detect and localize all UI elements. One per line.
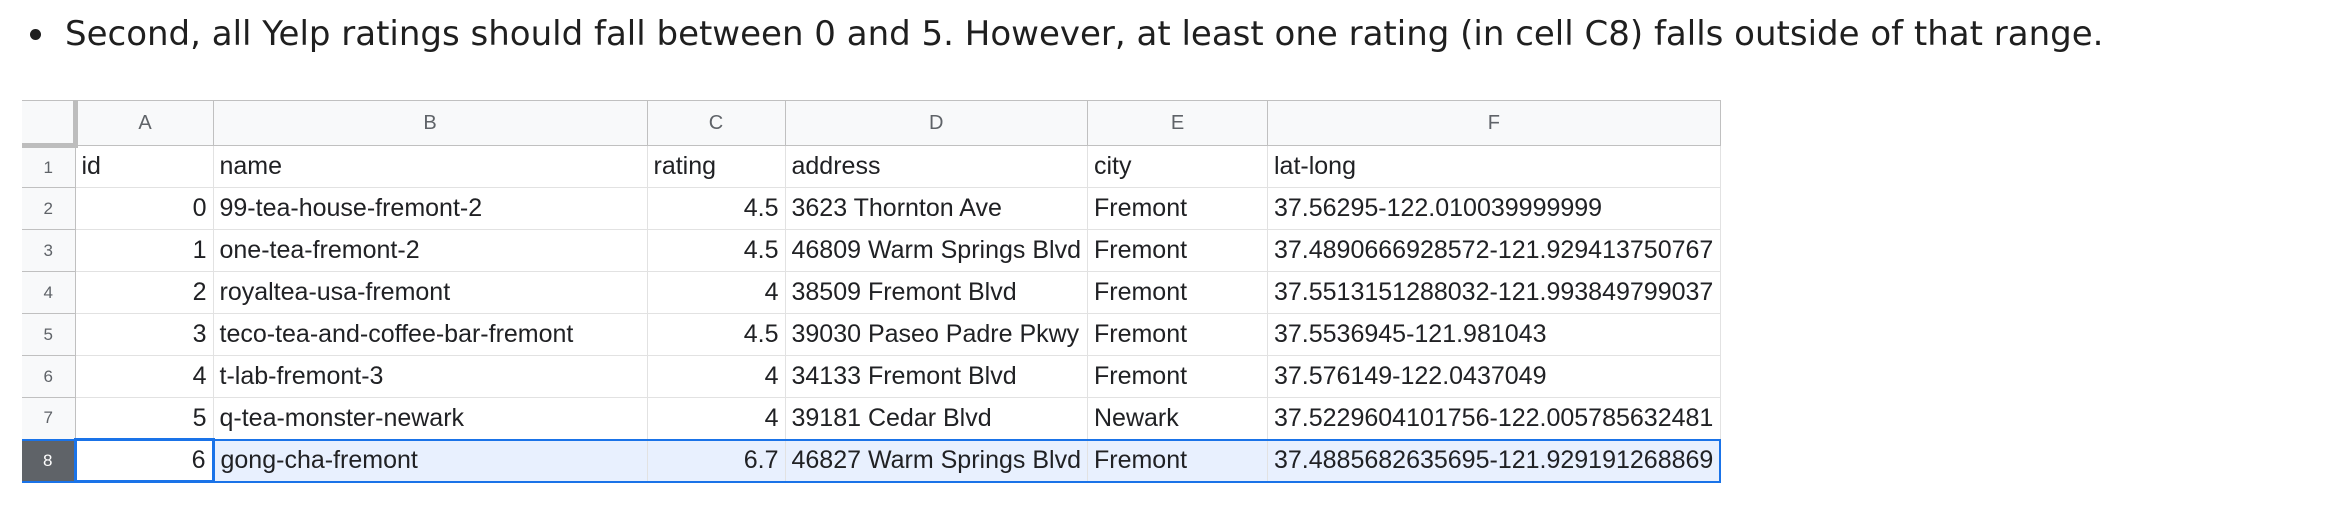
cell[interactable]: Newark <box>1087 397 1268 440</box>
column-header-d[interactable]: D <box>785 100 1088 146</box>
cell[interactable]: address <box>785 145 1088 188</box>
cell[interactable]: 5 <box>75 397 214 440</box>
cell[interactable]: 46827 Warm Springs Blvd <box>785 438 1088 483</box>
cell[interactable]: 4 <box>647 397 786 440</box>
table-row: 5 3 teco-tea-and-coffee-bar-fremont 4.5 … <box>22 313 1721 356</box>
cell[interactable]: 37.4890666928572-121.929413750767 <box>1267 229 1721 272</box>
active-cell[interactable]: 6 <box>73 438 215 483</box>
column-header-a[interactable]: A <box>75 100 214 146</box>
select-all-corner[interactable] <box>22 100 78 148</box>
cell[interactable]: 0 <box>75 187 214 230</box>
cell[interactable]: q-tea-monster-newark <box>213 397 648 440</box>
cell[interactable]: 37.5229604101756-122.005785632481 <box>1267 397 1721 440</box>
selected-table-row: 8 6 gong-cha-fremont 6.7 46827 Warm Spri… <box>22 438 1722 483</box>
cell[interactable]: 1 <box>75 229 214 272</box>
cell[interactable]: Fremont <box>1087 438 1268 483</box>
cell[interactable]: 2 <box>75 271 214 314</box>
cell[interactable]: id <box>75 145 214 188</box>
cell[interactable]: 3 <box>75 313 214 356</box>
column-header-row: A B C D E F <box>22 100 1721 148</box>
cell[interactable]: 37.5536945-121.981043 <box>1267 313 1721 356</box>
cell[interactable]: teco-tea-and-coffee-bar-fremont <box>213 313 648 356</box>
cell[interactable]: 99-tea-house-fremont-2 <box>213 187 648 230</box>
bullet-dot-icon <box>30 28 41 40</box>
cell[interactable]: 4.5 <box>647 313 786 356</box>
cell[interactable]: Fremont <box>1087 313 1268 356</box>
cell[interactable]: 4 <box>75 355 214 398</box>
column-header-b[interactable]: B <box>213 100 648 146</box>
table-row: 2 0 99-tea-house-fremont-2 4.5 3623 Thor… <box>22 187 1721 230</box>
bullet-paragraph: Second, all Yelp ratings should fall bet… <box>30 8 2103 60</box>
cell[interactable]: Fremont <box>1087 187 1268 230</box>
bullet-text: Second, all Yelp ratings should fall bet… <box>65 14 2104 54</box>
column-header-f[interactable]: F <box>1267 100 1721 146</box>
table-row: 1 id name rating address city lat-long <box>22 145 1721 188</box>
row-header[interactable]: 3 <box>22 229 76 272</box>
cell[interactable]: name <box>213 145 648 188</box>
cell[interactable]: 4 <box>647 271 786 314</box>
cell[interactable]: 37.56295-122.010039999999 <box>1267 187 1721 230</box>
row-header[interactable]: 4 <box>22 271 76 314</box>
row-header[interactable]: 5 <box>22 313 76 356</box>
row-header[interactable]: 2 <box>22 187 76 230</box>
cell[interactable]: 4 <box>647 355 786 398</box>
table-row: 3 1 one-tea-fremont-2 4.5 46809 Warm Spr… <box>22 229 1721 272</box>
cell[interactable]: city <box>1087 145 1268 188</box>
cell[interactable]: 4.5 <box>647 229 786 272</box>
table-row: 7 5 q-tea-monster-newark 4 39181 Cedar B… <box>22 397 1721 440</box>
cell[interactable]: 39030 Paseo Padre Pkwy <box>785 313 1088 356</box>
cell[interactable]: Fremont <box>1087 271 1268 314</box>
cell[interactable]: 4.5 <box>647 187 786 230</box>
cell[interactable]: lat-long <box>1267 145 1721 188</box>
row-header[interactable]: 7 <box>22 397 76 440</box>
table-row: 4 2 royaltea-usa-fremont 4 38509 Fremont… <box>22 271 1721 314</box>
cell[interactable]: 38509 Fremont Blvd <box>785 271 1088 314</box>
column-header-e[interactable]: E <box>1087 100 1268 146</box>
cell[interactable]: 39181 Cedar Blvd <box>785 397 1088 440</box>
cell[interactable]: Fremont <box>1087 355 1268 398</box>
cell[interactable]: gong-cha-fremont <box>213 438 648 483</box>
cell[interactable]: 37.576149-122.0437049 <box>1267 355 1721 398</box>
cell[interactable]: one-tea-fremont-2 <box>213 229 648 272</box>
cell[interactable]: t-lab-fremont-3 <box>213 355 648 398</box>
cell[interactable]: Fremont <box>1087 229 1268 272</box>
cell[interactable]: rating <box>647 145 786 188</box>
column-header-c[interactable]: C <box>647 100 786 146</box>
row-header[interactable]: 1 <box>22 145 76 188</box>
cell[interactable]: 46809 Warm Springs Blvd <box>785 229 1088 272</box>
spreadsheet-grid: A B C D E F 1 id name rating address cit… <box>22 100 1722 483</box>
cell[interactable]: 37.4885682635695-121.929191268869 <box>1267 438 1722 483</box>
cell[interactable]: 37.5513151288032-121.993849799037 <box>1267 271 1721 314</box>
table-row: 6 4 t-lab-fremont-3 4 34133 Fremont Blvd… <box>22 355 1721 398</box>
row-header-selected[interactable]: 8 <box>22 438 76 483</box>
cell[interactable]: 6.7 <box>647 438 786 483</box>
cell[interactable]: 3623 Thornton Ave <box>785 187 1088 230</box>
cell[interactable]: royaltea-usa-fremont <box>213 271 648 314</box>
cell[interactable]: 34133 Fremont Blvd <box>785 355 1088 398</box>
row-header[interactable]: 6 <box>22 355 76 398</box>
